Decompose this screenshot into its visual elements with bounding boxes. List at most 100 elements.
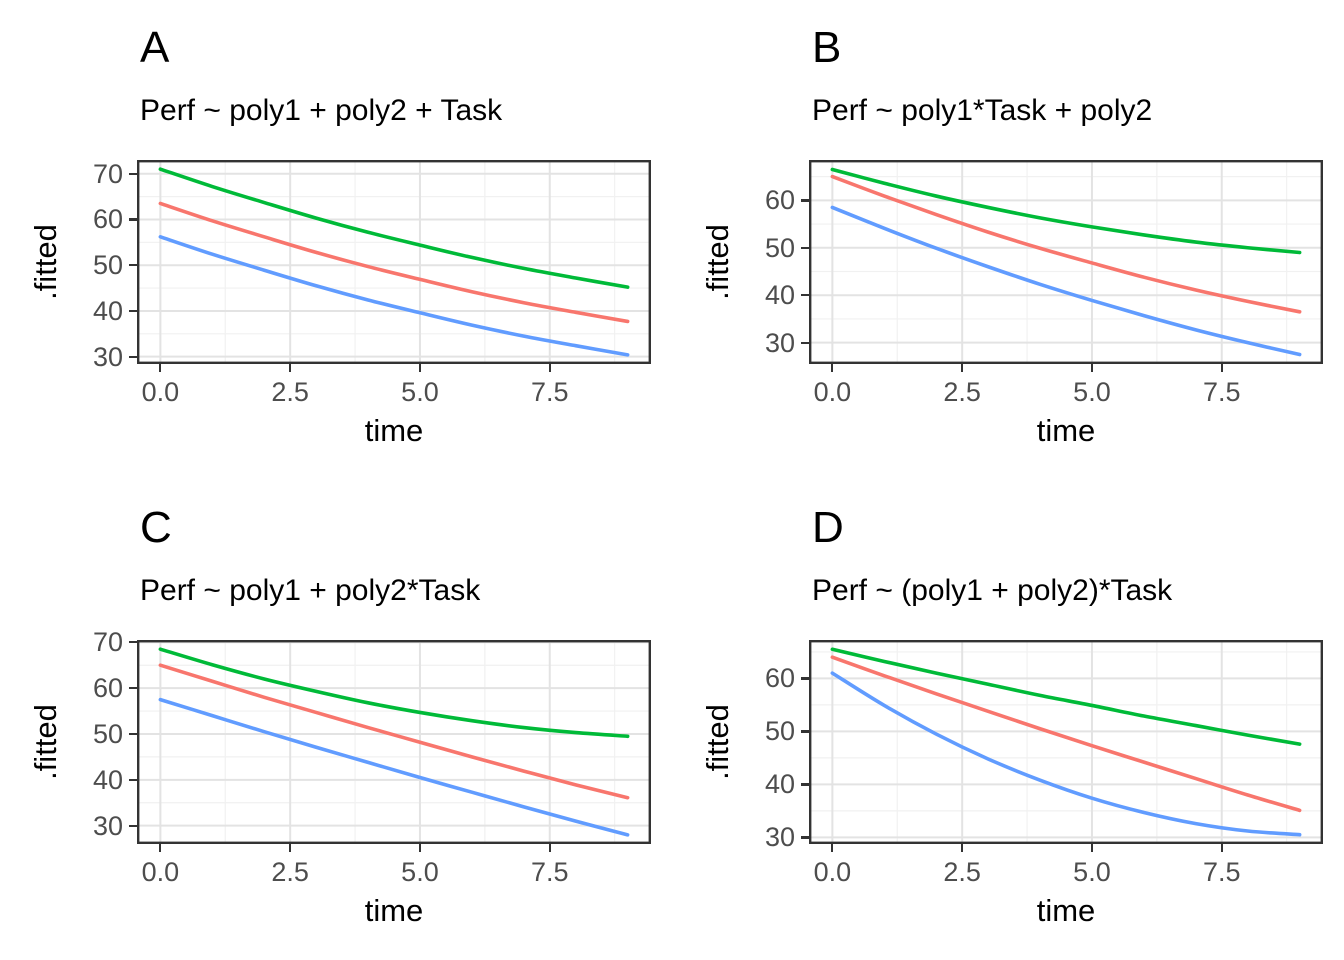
panel-title: Perf ~ poly1*Task + poly2 [812, 94, 1153, 127]
y-tick-label: 30 [92, 810, 123, 841]
panel-tag: A [140, 23, 170, 72]
y-tick-mark [129, 309, 137, 313]
x-tick-mark [1220, 844, 1223, 852]
y-tick-label: 70 [92, 158, 123, 189]
x-axis-title: time [1036, 893, 1096, 928]
y-tick-label: 30 [92, 341, 123, 372]
plot-region [137, 160, 652, 365]
x-tick-mark [831, 364, 834, 372]
x-tick-mark [289, 844, 292, 852]
x-tick-label: 7.5 [1202, 857, 1241, 887]
plot-region [809, 640, 1324, 845]
y-tick-mark [129, 172, 137, 175]
x-axis-title: time [364, 893, 424, 928]
y-tick-mark [129, 732, 137, 736]
panel-background [809, 640, 1323, 844]
x-tick-mark [418, 844, 422, 852]
panel-tag: B [812, 23, 842, 72]
y-tick-label: 30 [764, 822, 795, 853]
fitted-line-task-blue [830, 671, 1302, 837]
x-axis-title: time [364, 413, 424, 448]
x-tick-mark [1090, 844, 1094, 852]
x-tick-mark [159, 844, 162, 852]
x-tick-label: 7.5 [530, 377, 569, 407]
y-tick-mark [129, 687, 137, 690]
y-tick-mark [129, 218, 137, 221]
x-tick-label: 7.5 [1202, 377, 1241, 407]
plot-region [809, 160, 1324, 365]
x-tick-mark [961, 844, 964, 852]
panel-background [137, 160, 651, 364]
x-tick-mark [548, 844, 551, 852]
x-tick-label: 5.0 [401, 377, 439, 407]
x-tick-mark [1090, 364, 1094, 372]
y-tick-label: 50 [92, 250, 123, 281]
plot-area [137, 160, 652, 365]
y-tick-label: 50 [92, 718, 123, 749]
fitted-line-task-blue [158, 697, 630, 837]
panel-title: Perf ~ (poly1 + poly2)*Task [812, 574, 1173, 607]
panel-C: C Perf ~ poly1 + poly2*Task .fitted time… [0, 480, 672, 960]
fitted-line-task-green [158, 167, 630, 289]
fitted-line-task-green [830, 167, 1302, 255]
panel-title: Perf ~ poly1 + poly2*Task [140, 574, 481, 607]
panel-border [137, 640, 652, 845]
x-tick-label: 2.5 [271, 857, 309, 887]
y-tick-label: 60 [764, 185, 795, 216]
fitted-line-task-red [830, 174, 1302, 314]
x-tick-label: 0.0 [141, 857, 180, 887]
y-tick-label: 60 [764, 663, 795, 694]
fitted-line-task-green [830, 647, 1302, 746]
y-tick-mark [129, 264, 137, 267]
x-tick-label: 2.5 [943, 377, 981, 407]
x-tick-label: 0.0 [813, 857, 852, 887]
fitted-line-task-blue [158, 235, 630, 357]
x-tick-label: 5.0 [401, 857, 439, 887]
y-tick-mark [801, 341, 809, 344]
x-tick-mark [418, 364, 422, 372]
fitted-line-task-red [830, 655, 1302, 813]
panel-border [809, 160, 1324, 365]
y-tick-label: 50 [764, 716, 795, 747]
plot-area [809, 640, 1324, 845]
x-tick-label: 2.5 [943, 857, 981, 887]
x-axis-title: time [1036, 413, 1096, 448]
y-tick-mark [129, 778, 137, 781]
y-tick-mark [129, 641, 137, 644]
y-tick-mark [801, 730, 809, 733]
y-tick-label: 60 [92, 673, 123, 704]
y-tick-label: 50 [764, 232, 795, 263]
fitted-line-task-green [158, 647, 630, 739]
panel-A: A Perf ~ poly1 + poly2 + Task .fitted ti… [0, 0, 672, 480]
panel-title: Perf ~ poly1 + poly2 + Task [140, 94, 503, 127]
panel-background [809, 160, 1323, 364]
panel-tag: D [812, 503, 844, 552]
panel-D: D Perf ~ (poly1 + poly2)*Task .fitted ti… [672, 480, 1344, 960]
x-tick-label: 0.0 [141, 377, 180, 407]
x-tick-mark [831, 844, 834, 852]
y-tick-mark [129, 824, 137, 827]
panel-border [137, 160, 652, 365]
panel-B: B Perf ~ poly1*Task + poly2 .fitted time… [672, 0, 1344, 480]
y-tick-label: 40 [92, 764, 123, 795]
y-tick-label: 40 [92, 295, 123, 326]
x-tick-label: 5.0 [1073, 857, 1111, 887]
y-tick-label: 30 [764, 327, 795, 358]
y-tick-mark [801, 199, 809, 202]
x-tick-mark [1220, 364, 1223, 372]
plot-area [809, 160, 1324, 365]
y-tick-label: 60 [92, 204, 123, 235]
x-tick-label: 0.0 [813, 377, 852, 407]
panel-background [137, 640, 651, 844]
y-tick-mark [801, 783, 809, 786]
fitted-line-task-red [158, 663, 630, 800]
y-tick-mark [801, 677, 809, 680]
x-tick-mark [961, 364, 964, 372]
y-tick-mark [801, 294, 809, 297]
panel-border [809, 640, 1324, 845]
y-tick-mark [801, 246, 809, 249]
y-tick-mark [801, 836, 809, 839]
x-tick-label: 7.5 [530, 857, 569, 887]
plot-region [137, 640, 652, 845]
